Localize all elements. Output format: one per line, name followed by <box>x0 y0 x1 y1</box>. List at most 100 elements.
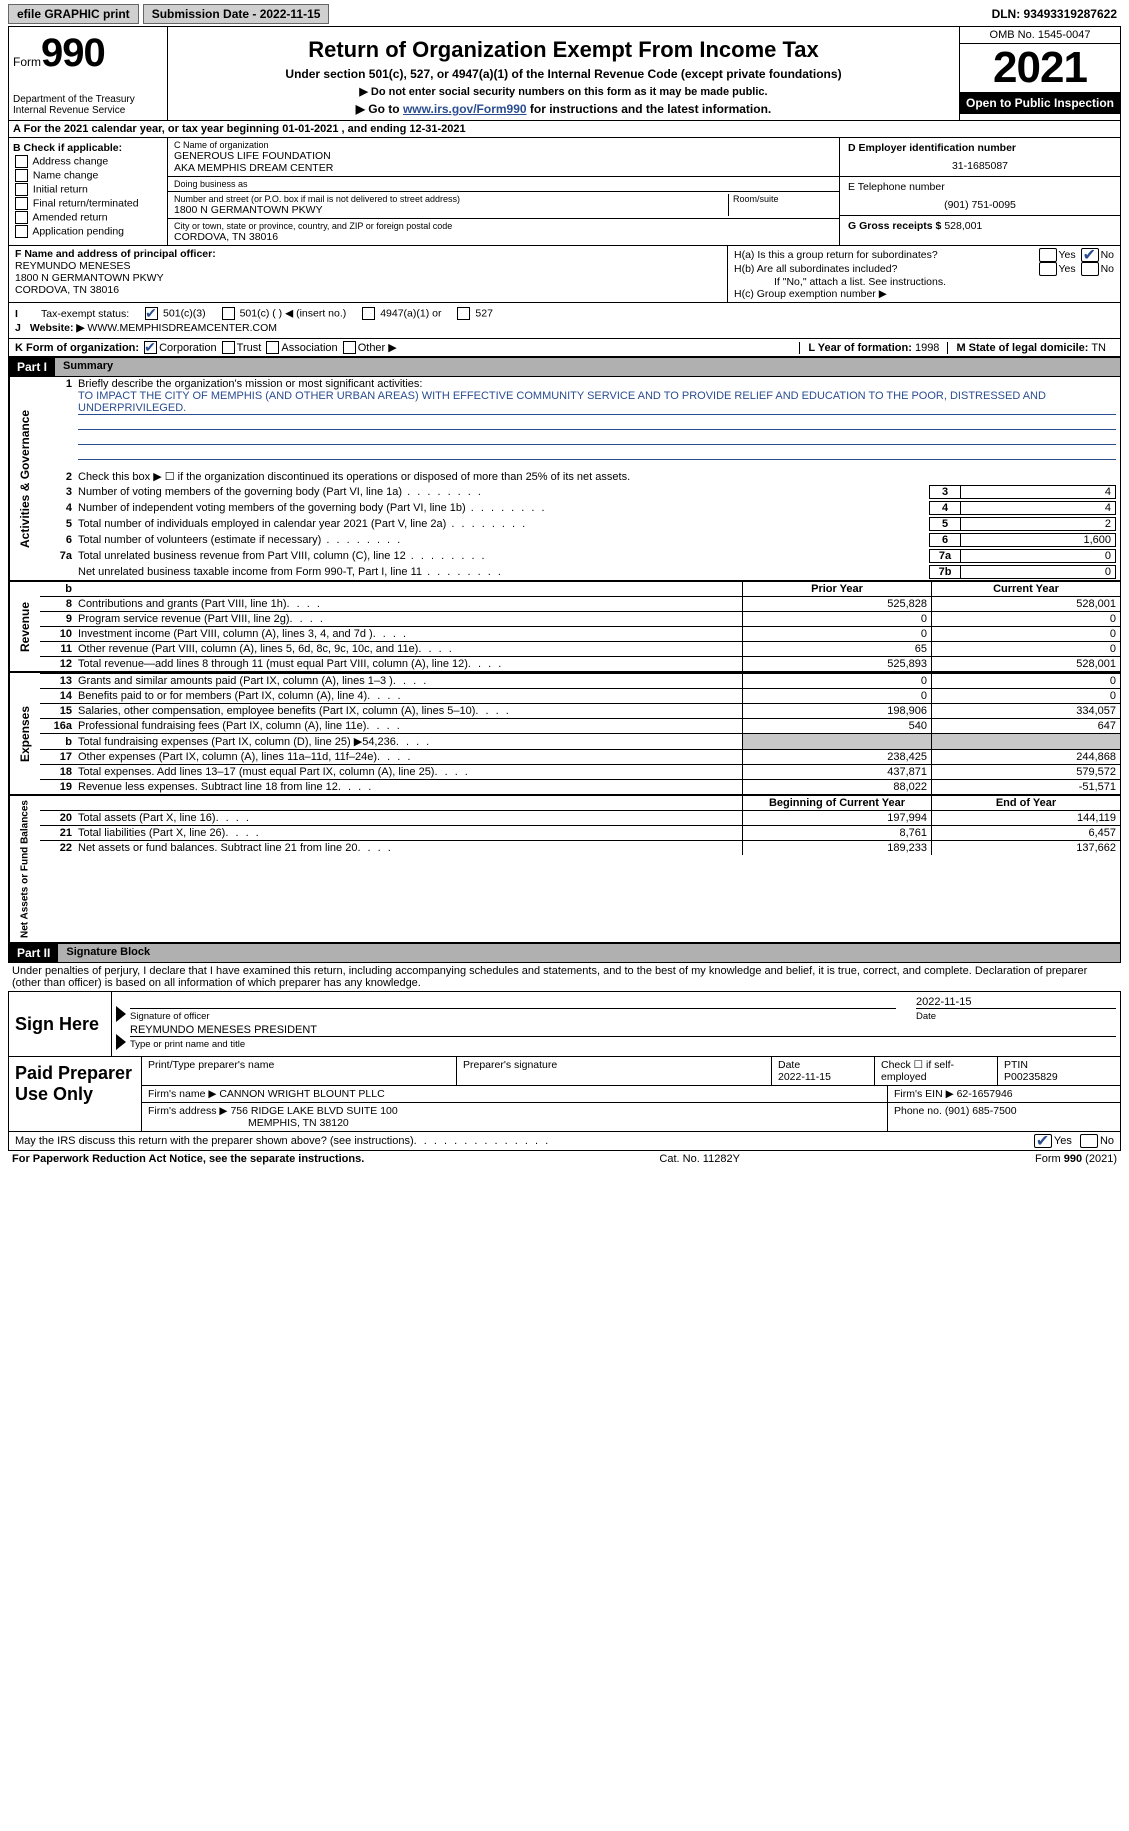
lines-i-j: I Tax-exempt status: 501(c)(3) 501(c) ( … <box>9 303 1120 338</box>
sig-date-cap: Date <box>916 1011 1116 1022</box>
box-c: C Name of organization GENEROUS LIFE FOU… <box>168 138 839 245</box>
org-name-1: GENEROUS LIFE FOUNDATION <box>174 150 833 162</box>
chk-amended[interactable]: Amended return <box>13 211 163 224</box>
header-left: Form990 Department of the Treasury Inter… <box>9 27 168 120</box>
chk-4947[interactable] <box>362 307 375 320</box>
hb-yes[interactable] <box>1039 262 1057 276</box>
prep-self-employed[interactable]: Check ☐ if self-employed <box>875 1057 998 1085</box>
hdr-begin: Beginning of Current Year <box>742 796 931 810</box>
chk-trust[interactable] <box>222 341 235 354</box>
chk-name-change[interactable]: Name change <box>13 169 163 182</box>
part1-title: Summary <box>55 358 1120 376</box>
line-13: 13Grants and similar amounts paid (Part … <box>40 673 1120 688</box>
firm-name: Firm's name ▶ CANNON WRIGHT BLOUNT PLLC <box>142 1086 888 1102</box>
irs-link[interactable]: www.irs.gov/Form990 <box>403 102 527 116</box>
hb-label: H(b) Are all subordinates included? <box>734 263 897 275</box>
addr-value: 1800 N GERMANTOWN PKWY <box>174 204 728 216</box>
form-note-link: ▶ Go to www.irs.gov/Form990 for instruct… <box>176 102 951 116</box>
dept-treasury: Department of the Treasury Internal Reve… <box>13 94 163 116</box>
sig-name: REYMUNDO MENESES PRESIDENT <box>130 1024 1116 1037</box>
chk-501c[interactable] <box>222 307 235 320</box>
m-label: M State of legal domicile: <box>956 342 1088 354</box>
summary-line-7b: Net unrelated business taxable income fr… <box>40 564 1120 580</box>
chk-527[interactable] <box>457 307 470 320</box>
dba-row: Doing business as <box>168 177 839 192</box>
preparer-right: Print/Type preparer's name Preparer's si… <box>142 1057 1120 1131</box>
city-value: CORDOVA, TN 38016 <box>174 231 833 243</box>
ein-row: D Employer identification number 31-1685… <box>840 138 1120 177</box>
prep-sig-label: Preparer's signature <box>457 1057 772 1085</box>
ha-yes[interactable] <box>1039 248 1057 262</box>
chk-address-change[interactable]: Address change <box>13 155 163 168</box>
line-22: 22Net assets or fund balances. Subtract … <box>40 840 1120 855</box>
line-21: 21Total liabilities (Part X, line 26)8,7… <box>40 825 1120 840</box>
vert-expenses: Expenses <box>9 673 40 794</box>
chk-assoc[interactable] <box>266 341 279 354</box>
firm-address: Firm's address ▶ 756 RIDGE LAKE BLVD SUI… <box>142 1103 888 1131</box>
hdr-curr: Current Year <box>931 582 1120 596</box>
part1-revenue: Revenue b Prior Year Current Year 8Contr… <box>8 582 1121 673</box>
summary-line-5: 5Total number of individuals employed in… <box>40 516 1120 532</box>
phone-value: (901) 751-0095 <box>848 199 1112 211</box>
submission-date-button[interactable]: Submission Date - 2022-11-15 <box>143 4 330 24</box>
website-value: WWW.MEMPHISDREAMCENTER.COM <box>87 322 277 334</box>
officer-addr1: 1800 N GERMANTOWN PKWY <box>15 272 721 284</box>
ha-no[interactable] <box>1081 248 1099 262</box>
l1-mission: TO IMPACT THE CITY OF MEMPHIS (AND OTHER… <box>78 390 1116 415</box>
room-label: Room/suite <box>733 194 833 204</box>
line-a-text: For the 2021 calendar year, or tax year … <box>24 123 466 135</box>
website-pre: Website: ▶ <box>30 322 85 334</box>
box-h: H(a) Is this a group return for subordin… <box>727 246 1120 302</box>
open-to-public: Open to Public Inspection <box>960 92 1120 114</box>
discuss-no[interactable] <box>1080 1134 1098 1148</box>
part2-header-row: Part II Signature Block <box>8 944 1121 963</box>
omb-number: OMB No. 1545-0047 <box>960 27 1120 44</box>
ein-label: D Employer identification number <box>848 142 1112 154</box>
footer-left: For Paperwork Reduction Act Notice, see … <box>12 1153 364 1165</box>
line-14: 14Benefits paid to or for members (Part … <box>40 688 1120 703</box>
summary-line-7a: 7aTotal unrelated business revenue from … <box>40 548 1120 564</box>
sign-block: Sign Here Signature of officer 2022-11-1… <box>8 991 1121 1057</box>
line-klm: K Form of organization: Corporation Trus… <box>8 339 1121 357</box>
chk-initial-return[interactable]: Initial return <box>13 183 163 196</box>
vert-activities: Activities & Governance <box>9 377 40 580</box>
sig-date: 2022-11-15 <box>916 996 1116 1009</box>
form-prefix: Form <box>13 55 41 69</box>
chk-app-pending[interactable]: Application pending <box>13 225 163 238</box>
line-17: 17Other expenses (Part IX, column (A), l… <box>40 749 1120 764</box>
form-title: Return of Organization Exempt From Incom… <box>176 37 951 63</box>
na-hdr-blank <box>40 796 742 810</box>
addr-row: Number and street (or P.O. box if mail i… <box>168 192 839 219</box>
addr-label: Number and street (or P.O. box if mail i… <box>174 194 728 204</box>
prep-ptin: PTINP00235829 <box>998 1057 1120 1085</box>
discuss-yes[interactable] <box>1034 1134 1052 1148</box>
gross-row: G Gross receipts $ 528,001 <box>840 216 1120 245</box>
hb-no[interactable] <box>1081 262 1099 276</box>
chk-501c3[interactable] <box>145 307 158 320</box>
section-bcd: B Check if applicable: Address change Na… <box>8 138 1121 246</box>
phone-row: E Telephone number (901) 751-0095 <box>840 177 1120 216</box>
footer-right: Form 990 (2021) <box>1035 1153 1117 1165</box>
line-a-calendar: A For the 2021 calendar year, or tax yea… <box>8 121 1121 138</box>
tax-exempt-label: Tax-exempt status: <box>41 308 129 320</box>
firm-ein: Firm's EIN ▶ 62-1657946 <box>888 1086 1120 1102</box>
chk-corp[interactable] <box>144 341 157 354</box>
sign-right: Signature of officer 2022-11-15 Date REY… <box>112 992 1120 1056</box>
sig-caption: Signature of officer <box>130 1011 896 1022</box>
summary-line-4: 4Number of independent voting members of… <box>40 500 1120 516</box>
hb-note: If "No," attach a list. See instructions… <box>734 276 1114 288</box>
preparer-block: Paid Preparer Use Only Print/Type prepar… <box>8 1057 1121 1132</box>
section-ij: I Tax-exempt status: 501(c)(3) 501(c) ( … <box>8 303 1121 339</box>
m-value: TN <box>1091 342 1106 354</box>
discuss-text: May the IRS discuss this return with the… <box>15 1135 414 1147</box>
chk-final-return[interactable]: Final return/terminated <box>13 197 163 210</box>
ha-label: H(a) Is this a group return for subordin… <box>734 249 938 261</box>
tax-year: 2021 <box>960 44 1120 92</box>
chk-other[interactable] <box>343 341 356 354</box>
efile-print-button[interactable]: efile GRAPHIC print <box>8 4 139 24</box>
line-8: 8Contributions and grants (Part VIII, li… <box>40 596 1120 611</box>
ein-value: 31-1685087 <box>848 160 1112 172</box>
firm-phone: Phone no. (901) 685-7500 <box>888 1103 1120 1131</box>
org-name-row: C Name of organization GENEROUS LIFE FOU… <box>168 138 839 177</box>
line-12: 12Total revenue—add lines 8 through 11 (… <box>40 656 1120 671</box>
